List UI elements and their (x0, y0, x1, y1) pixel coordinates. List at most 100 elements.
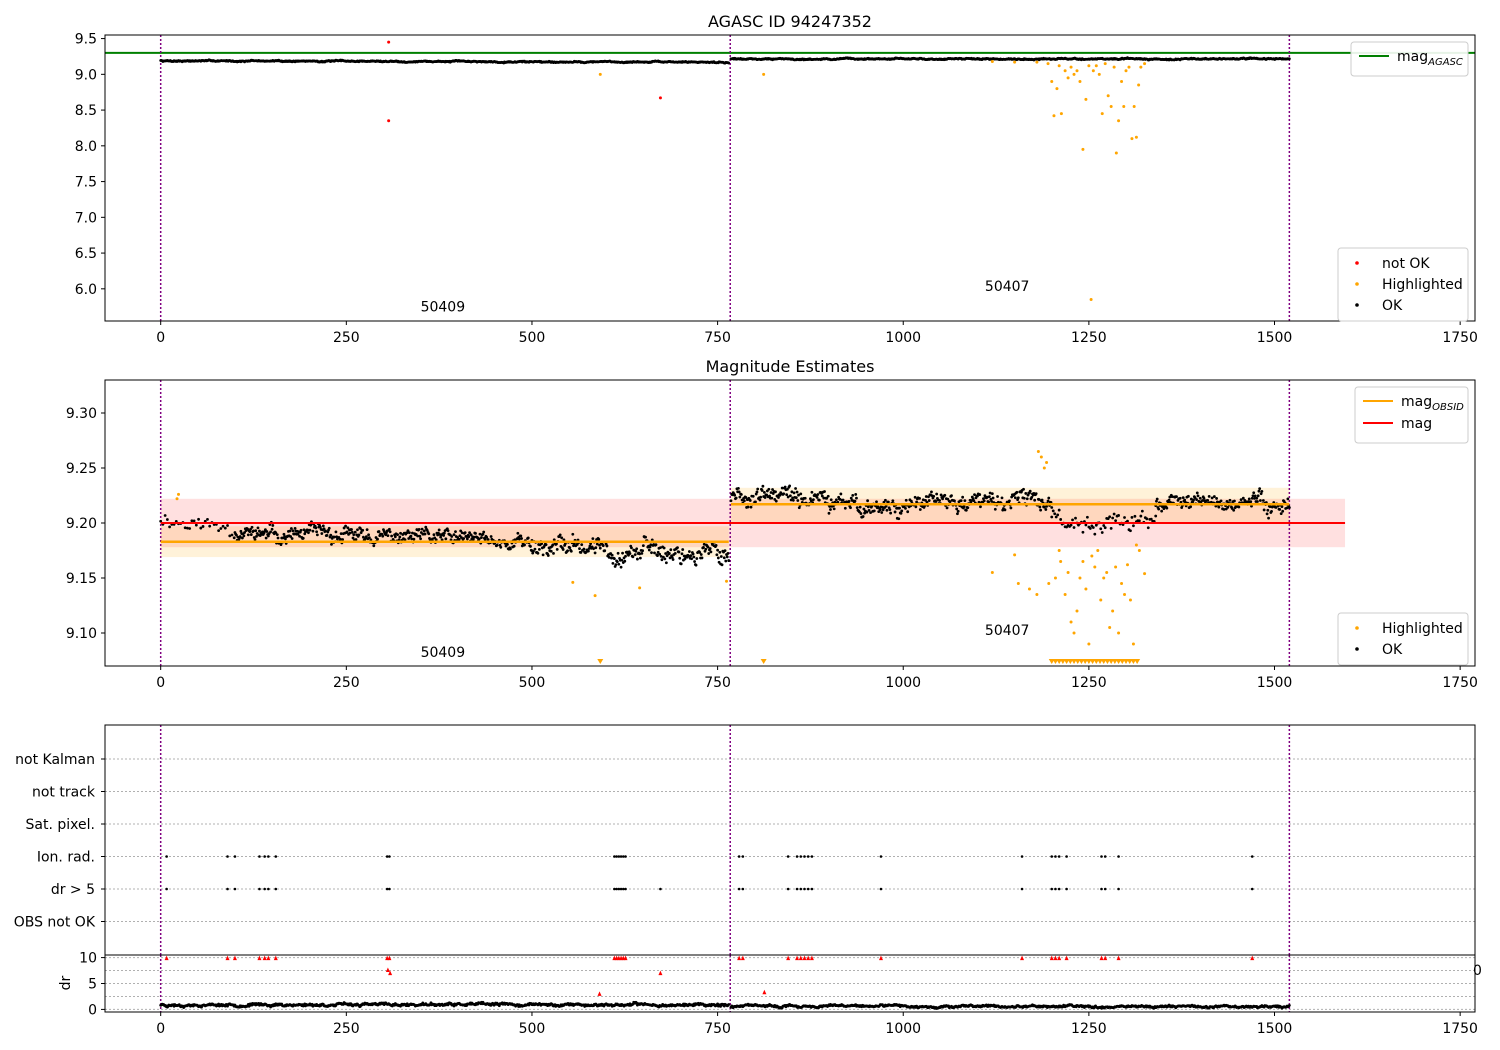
ok-point (943, 493, 947, 497)
ok-point (437, 528, 441, 532)
not-ok-point (387, 40, 391, 44)
highlighted-point (1128, 598, 1132, 602)
ok-point (739, 493, 743, 496)
ok-point (1252, 491, 1256, 495)
highlighted-point (1066, 76, 1070, 80)
dr-not-ok-point (1116, 955, 1121, 961)
flag-point (267, 887, 270, 891)
ok-point (396, 533, 399, 536)
ok-point (803, 496, 807, 500)
ok-point (390, 534, 394, 538)
ok-point (1270, 509, 1273, 513)
ok-point (959, 499, 963, 503)
ok-point (203, 519, 207, 523)
ok-point (252, 529, 255, 533)
highlighted-point (1114, 151, 1118, 155)
dr-not-ok-point (387, 955, 392, 961)
ok-point (695, 557, 699, 560)
ok-point (823, 490, 826, 493)
flag-point (385, 855, 389, 858)
ok-point (889, 511, 893, 515)
ok-point (1024, 492, 1028, 495)
ok-point (457, 537, 461, 541)
ok-point (1183, 498, 1187, 502)
highlighted-point (1094, 64, 1098, 68)
highlighted-point (1103, 62, 1107, 66)
ok-point (677, 550, 681, 554)
ok-point (568, 546, 572, 550)
dr-not-ok-point (798, 955, 803, 961)
ok-point (219, 527, 223, 530)
highlighted-point (593, 594, 597, 598)
ok-point (1261, 499, 1265, 502)
ok-point (483, 538, 487, 542)
highlighted-point (1090, 554, 1094, 558)
ok-point (253, 538, 257, 541)
ok-point (1111, 516, 1115, 520)
ok-point (946, 497, 950, 501)
highlighted-point (1053, 576, 1057, 580)
ok-point (517, 537, 521, 541)
ok-point (935, 492, 939, 496)
ok-point (1146, 526, 1150, 530)
ok-point (597, 537, 601, 541)
ok-point (982, 497, 985, 501)
ok-point (532, 549, 535, 553)
ok-point (442, 531, 446, 535)
ok-point (1044, 508, 1048, 511)
flag-category-label: Ion. rad. (37, 850, 95, 866)
ok-point (668, 556, 672, 560)
highlighted-point (1075, 69, 1079, 73)
ok-point (299, 528, 303, 532)
ok-point (659, 554, 663, 558)
highlighted-point (1125, 563, 1129, 567)
ok-point (610, 553, 614, 557)
ok-point (1196, 494, 1200, 498)
ok-point (914, 505, 918, 509)
flag-point (619, 887, 623, 891)
ok-point (246, 533, 250, 537)
ok-point (1279, 512, 1283, 516)
agasc-panel-title: AGASC ID 94247352 (708, 12, 872, 31)
ok-point (1202, 496, 1206, 500)
ok-point (1074, 516, 1077, 520)
flag-point (388, 855, 391, 858)
ok-point (716, 548, 720, 552)
ok-point (964, 508, 968, 512)
ok-point (849, 506, 852, 510)
ok-point (1209, 500, 1213, 504)
magnitude-estimates-title: Magnitude Estimates (706, 357, 875, 376)
ok-point (956, 509, 960, 513)
highlighted-point (990, 571, 994, 574)
agasc-line-legend[interactable]: magAGASC (1350, 41, 1469, 77)
ok-point (485, 535, 489, 539)
ok-point (853, 499, 857, 503)
ok-point (315, 530, 319, 534)
ok-point (1016, 496, 1020, 500)
ok-point (422, 529, 426, 533)
highlighted-point (1134, 135, 1138, 139)
ok-point (955, 507, 959, 511)
ok-point (691, 552, 695, 556)
y-tick-label: 8.0 (75, 139, 97, 155)
ok-point (408, 531, 411, 535)
ok-point (345, 530, 349, 534)
x-tick-label: 0 (156, 1021, 165, 1037)
y-tick-label: 6.0 (75, 282, 97, 298)
ok-point (799, 492, 803, 496)
ok-point (687, 550, 691, 553)
ok-point (284, 537, 287, 541)
ok-point (681, 548, 685, 551)
ok-point (288, 529, 292, 533)
flag-point (786, 887, 790, 891)
ok-point (1155, 499, 1158, 503)
ok-point (1222, 507, 1226, 511)
ok-point (623, 559, 627, 563)
ok-point (607, 555, 611, 559)
ok-point (1165, 506, 1169, 510)
